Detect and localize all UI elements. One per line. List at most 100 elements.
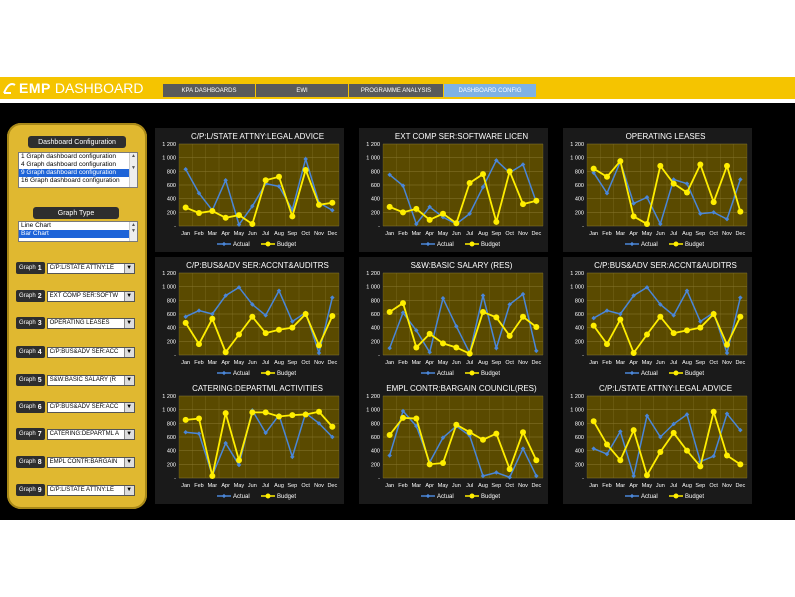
data-point-budget	[249, 409, 256, 416]
data-point-budget	[236, 331, 242, 338]
y-tick-label: 1 200	[162, 271, 176, 277]
data-point-budget	[466, 429, 473, 436]
tab-kpa-dashboards[interactable]: KPA DASHBOARDS	[163, 84, 255, 97]
graph-type-option-selected[interactable]: Bar Chart	[19, 230, 137, 238]
data-point-budget	[426, 461, 433, 468]
tab-programme-analysis[interactable]: PROGRAMME ANALYSIS	[349, 84, 443, 97]
data-point-budget	[533, 457, 540, 464]
x-tick-label: Feb	[194, 483, 203, 489]
x-tick-label: Apr	[425, 231, 434, 237]
chevron-down-icon[interactable]: ▼	[123, 402, 134, 412]
x-tick-label: Feb	[398, 231, 407, 237]
x-tick-label: Feb	[602, 483, 611, 489]
x-tick-label: May	[234, 231, 245, 237]
graph-4-label: Graph 4	[16, 346, 45, 358]
x-tick-label: Feb	[398, 360, 407, 366]
data-point-budget	[590, 418, 597, 425]
graph-4-select[interactable]: C/P:BUS&ADV SER:ACC ▼	[46, 346, 135, 358]
data-point-budget	[302, 411, 309, 418]
x-tick-label: Mar	[208, 360, 218, 366]
data-point-budget	[710, 408, 717, 415]
graph-9-select[interactable]: C/P:L/STATE ATTNY:LE ▼	[46, 484, 135, 496]
x-tick-label: May	[234, 483, 245, 489]
chevron-down-icon[interactable]: ▼	[123, 291, 134, 301]
graph-7-row: Graph 7 CATERING:DEPARTML A ▼	[16, 426, 139, 442]
graph-type-scrollbar[interactable]: ▲ ▼	[129, 222, 137, 241]
config-scrollbar[interactable]: ▲ ▼	[129, 153, 137, 187]
graph-2-select[interactable]: EXT COMP SER:SOFTW ▼	[46, 290, 135, 302]
graph-1-select[interactable]: C/P:L/STATE ATTNY:LE ▼	[46, 262, 135, 274]
y-tick-label: 1 000	[366, 285, 380, 291]
graph-8-select[interactable]: EMPL CONTR:BARGAIN ▼	[46, 456, 135, 468]
data-point-budget	[222, 214, 229, 221]
graph-7-select[interactable]: CATERING:DEPARTML A ▼	[46, 428, 135, 440]
x-tick-label: Nov	[314, 360, 324, 366]
legend-marker	[265, 370, 271, 376]
graph-3-select[interactable]: OPERATING LEASES ▼	[46, 317, 135, 329]
chevron-down-icon[interactable]: ▼	[123, 375, 134, 385]
legend-marker	[673, 241, 679, 247]
y-tick-label: 1 000	[366, 408, 380, 414]
x-tick-label: Dec	[531, 483, 541, 489]
data-point-budget	[413, 415, 420, 422]
data-point-budget	[262, 330, 269, 337]
graph-type-option[interactable]: Line Chart	[21, 222, 51, 229]
legend-label: Budget	[481, 371, 500, 377]
x-tick-label: Jan	[385, 360, 394, 366]
x-tick-label: Dec	[531, 360, 541, 366]
x-tick-label: Aug	[274, 483, 284, 489]
x-tick-label: May	[234, 360, 245, 366]
x-tick-label: Jun	[452, 483, 461, 489]
x-tick-label: Sep	[287, 231, 297, 237]
graph-7-label: Graph 7	[16, 428, 45, 440]
chart-2: EXT COMP SER:SOFTWARE LICEN - 200 400 600 800…	[359, 128, 548, 252]
data-point-budget	[644, 331, 650, 338]
chevron-down-icon[interactable]: ▼	[123, 457, 134, 467]
config-option[interactable]: 16 Graph dashboard configuration	[21, 177, 120, 184]
graph-5-select[interactable]: S&W:BASIC SALARY (R ▼	[46, 374, 135, 386]
data-point-budget	[657, 162, 664, 169]
x-tick-label: Apr	[221, 360, 230, 366]
legend-label: Budget	[277, 371, 296, 377]
data-point-budget	[329, 199, 336, 206]
chevron-down-icon[interactable]: ▼	[123, 485, 134, 495]
tab-ewi[interactable]: EWI	[256, 84, 348, 97]
legend-label: Budget	[277, 242, 296, 248]
config-option[interactable]: 4 Graph dashboard configuration	[21, 161, 117, 168]
data-point-budget	[209, 207, 216, 214]
data-point-actual	[387, 453, 392, 458]
config-option[interactable]: 1 Graph dashboard configuration	[21, 153, 117, 160]
tab-dashboard-config[interactable]: DASHBOARD CONFIG	[444, 84, 536, 97]
y-tick-label: 200	[371, 210, 380, 216]
data-point-actual	[183, 167, 188, 172]
data-point-actual	[414, 221, 419, 227]
legend-label: Budget	[481, 494, 500, 500]
legend-marker	[673, 493, 679, 499]
data-point-budget	[209, 315, 216, 322]
config-listbox[interactable]: 1 Graph dashboard configuration 4 Graph …	[18, 152, 138, 188]
data-point-budget	[329, 313, 336, 320]
data-point-budget	[630, 213, 637, 220]
data-point-budget	[400, 414, 406, 421]
chevron-down-icon[interactable]: ▼	[123, 429, 134, 439]
y-tick-label: 1 200	[570, 394, 584, 400]
x-tick-label: May	[438, 360, 449, 366]
data-point-actual	[183, 429, 188, 435]
y-tick-label: 1 000	[570, 408, 584, 414]
graph-type-listbox[interactable]: Line Chart Bar Chart ▲ ▼	[18, 221, 138, 242]
chevron-down-icon[interactable]: ▼	[123, 263, 134, 273]
x-tick-label: Oct	[505, 483, 514, 489]
data-point-actual	[644, 285, 650, 290]
data-point-budget	[426, 216, 433, 223]
config-option-selected[interactable]: 9 Graph dashboard configuration	[19, 169, 137, 177]
data-point-budget	[670, 180, 677, 187]
graph-6-select[interactable]: C/P:BUS&ADV SER:ACC ▼	[46, 401, 135, 413]
data-point-budget	[262, 177, 269, 184]
data-point-budget	[236, 457, 242, 464]
chevron-down-icon[interactable]: ▼	[123, 347, 134, 357]
line-chart: C/P:BUS&ADV SER:ACCNT&AUDITRS - 200 400 600 8…	[162, 261, 340, 377]
graph-6-row: Graph 6 C/P:BUS&ADV SER:ACC ▼	[16, 399, 139, 415]
y-tick-label: 200	[575, 339, 584, 345]
chevron-down-icon[interactable]: ▼	[123, 318, 134, 328]
data-point-budget	[604, 173, 610, 180]
